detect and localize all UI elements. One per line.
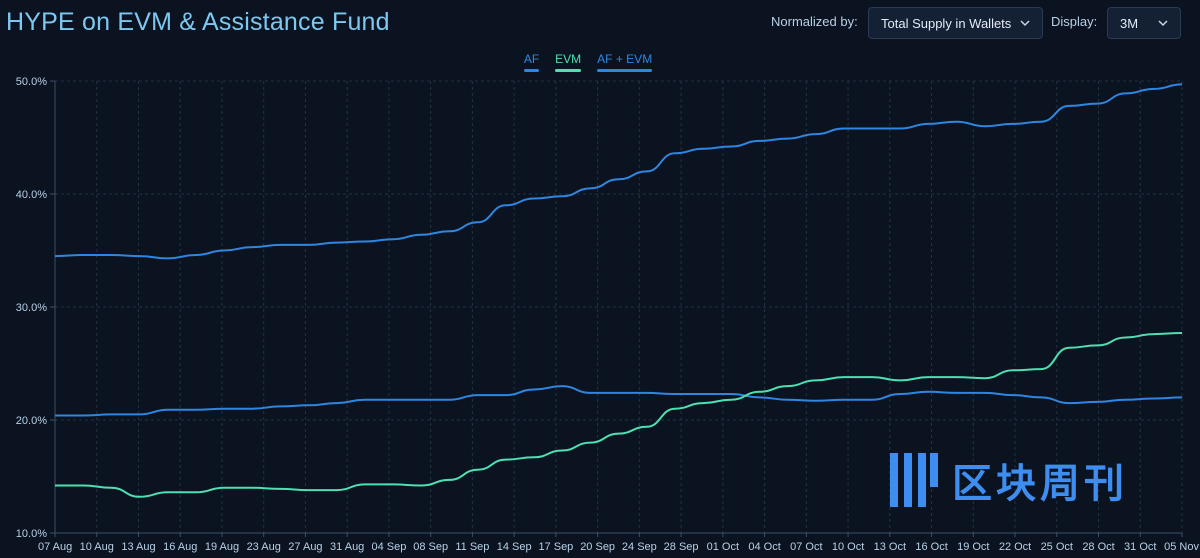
x-tick-label: 23 Aug (247, 541, 281, 553)
legend-item-af-evm[interactable]: AF + EVM (597, 52, 653, 72)
x-tick-label: 16 Aug (163, 541, 197, 553)
x-tick-label: 11 Sep (455, 541, 489, 553)
series-line-af (55, 385, 1183, 417)
x-tick-label: 20 Sep (580, 541, 615, 553)
x-tick-label: 08 Sep (413, 541, 448, 553)
normalized-label: Normalized by: (771, 14, 858, 29)
y-tick-label: 50.0% (16, 76, 47, 88)
x-tick-label: 17 Sep (538, 541, 573, 553)
x-tick-label: 19 Oct (957, 541, 989, 553)
x-tick-label: 04 Sep (371, 541, 406, 553)
chevron-down-icon (1020, 20, 1030, 27)
logo-icon (890, 453, 938, 507)
x-tick-label: 07 Oct (790, 541, 822, 553)
x-tick-label: 19 Aug (205, 541, 239, 553)
chart-title: HYPE on EVM & Assistance Fund (6, 8, 390, 36)
x-tick-label: 13 Aug (121, 541, 155, 553)
x-tick-label: 28 Oct (1082, 541, 1114, 553)
series-line-evm (54, 332, 1183, 498)
legend-label-evm: EVM (555, 52, 582, 66)
legend-swatch-af-evm (597, 69, 653, 72)
x-tick-label: 31 Aug (330, 541, 364, 553)
x-tick-label: 27 Aug (288, 541, 322, 553)
normalized-value: Total Supply in Wallets (881, 15, 1012, 31)
x-tick-label: 25 Oct (1041, 541, 1073, 553)
chevron-down-icon (1158, 20, 1168, 27)
x-tick-label: 22 Oct (999, 541, 1031, 553)
display-value: 3M (1120, 15, 1139, 31)
x-tick-label: 28 Sep (664, 541, 699, 553)
y-tick-label: 10.0% (16, 528, 47, 540)
legend-label-af-evm: AF + EVM (597, 52, 653, 66)
display-select[interactable]: 3M (1107, 7, 1181, 39)
legend-label-af: AF (523, 52, 540, 66)
x-tick-label: 31 Oct (1124, 541, 1156, 553)
x-tick-label: 10 Oct (832, 541, 864, 553)
x-tick-label: 14 Sep (497, 541, 532, 553)
watermark: 区块周刊 (888, 449, 1128, 511)
watermark-text: 区块周刊 (952, 461, 1128, 507)
normalized-select[interactable]: Total Supply in Wallets (868, 7, 1043, 39)
x-tick-label: 01 Oct (707, 541, 739, 553)
chart-legend: AF EVM AF + EVM (0, 52, 1188, 72)
x-tick-label: 04 Oct (748, 541, 780, 553)
legend-item-af[interactable]: AF (523, 52, 540, 72)
x-tick-label: 24 Sep (622, 541, 657, 553)
display-label: Display: (1051, 14, 1098, 29)
x-tick-label: 05 Nov (1164, 541, 1199, 553)
x-tick-label: 16 Oct (915, 541, 947, 553)
x-tick-label: 13 Oct (874, 541, 906, 553)
x-tick-label: 07 Aug (38, 541, 72, 553)
legend-swatch-evm (555, 69, 582, 72)
legend-item-evm[interactable]: EVM (555, 52, 582, 72)
x-tick-label: 10 Aug (80, 541, 114, 553)
y-tick-label: 20.0% (16, 415, 47, 427)
y-tick-label: 30.0% (16, 302, 47, 314)
y-tick-label: 40.0% (16, 189, 47, 201)
legend-swatch-af (523, 69, 540, 72)
series-line-af-evm (54, 83, 1183, 260)
